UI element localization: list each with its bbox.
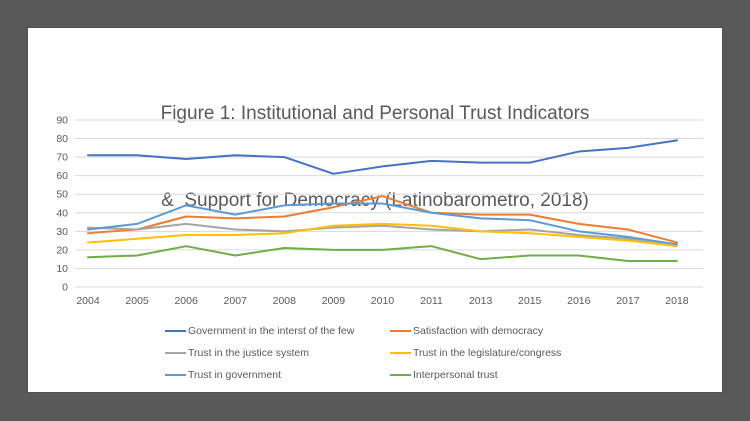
legend-item-trust-government: Trust in government: [165, 369, 390, 381]
chart-title-line2: & Support for Democracy (Latinobarometro…: [161, 190, 589, 211]
chart-plot: 0 10 20 30 40 50 60 70 80 90 2004 2005 2006 2007 2008 2…: [56, 115, 703, 307]
chart-legend: Government in the interst of the few Sat…: [165, 320, 561, 386]
legend-label: Satisfaction with democracy: [413, 325, 544, 337]
y-axis-tick-label: 90: [56, 115, 68, 127]
series-line-4: [87, 202, 678, 246]
y-axis-tick-label: 0: [62, 282, 68, 294]
legend-item-trust-justice: Trust in the justice system: [165, 347, 390, 359]
legend-item-satisfaction-democracy: Satisfaction with democracy: [390, 325, 561, 337]
x-axis-tick-label: 2009: [322, 295, 346, 307]
y-axis-tick-label: 10: [56, 263, 68, 275]
legend-line-swatch: [165, 352, 186, 354]
x-axis-tick-label: 2006: [174, 295, 198, 307]
chart-panel: Figure 1: Institutional and Personal Tru…: [28, 28, 722, 392]
y-axis-tick-label: 50: [56, 189, 68, 201]
y-axis-tick-label: 70: [56, 152, 68, 164]
legend-item-interpersonal-trust: Interpersonal trust: [390, 369, 561, 381]
legend-label: Trust in the justice system: [188, 347, 309, 359]
x-axis-tick-label: 2004: [76, 295, 100, 307]
series-line-3: [87, 222, 678, 248]
legend-item-government-few: Government in the interst of the few: [165, 325, 390, 337]
x-axis-tick-label: 2005: [125, 295, 149, 307]
x-axis-tick-label: 2007: [224, 295, 248, 307]
y-axis-tick-label: 60: [56, 170, 68, 182]
legend-label: Government in the interst of the few: [188, 325, 355, 337]
x-axis-tick-label: 2010: [371, 295, 395, 307]
y-axis-tick-label: 40: [56, 207, 68, 219]
series-line-2: [87, 222, 678, 248]
chart-title: Figure 1: Institutional and Personal Tru…: [28, 41, 722, 273]
legend-line-swatch: [390, 330, 411, 332]
legend-line-swatch: [390, 352, 411, 354]
legend-line-swatch: [165, 330, 186, 332]
y-axis-tick-label: 20: [56, 244, 68, 256]
series-line-0: [87, 139, 678, 175]
x-axis-tick-label: 2015: [518, 295, 542, 307]
x-axis-tick-label: 2018: [665, 295, 689, 307]
series-line-1: [87, 195, 678, 244]
legend-line-swatch: [390, 374, 411, 376]
y-axis-tick-label: 30: [56, 226, 68, 238]
x-axis-tick-label: 2011: [420, 295, 443, 307]
legend-item-trust-legislature: Trust in the legislature/congress: [390, 347, 561, 359]
y-axis-tick-label: 80: [56, 133, 68, 145]
chart-title-line1: Figure 1: Institutional and Personal Tru…: [160, 103, 590, 124]
legend-label: Trust in government: [188, 369, 281, 381]
x-axis-tick-label: 2008: [273, 295, 297, 307]
legend-line-swatch: [165, 374, 186, 376]
series-line-5: [87, 245, 678, 263]
x-axis-tick-label: 2017: [616, 295, 640, 307]
legend-label: Trust in the legislature/congress: [413, 347, 562, 359]
x-axis-tick-label: 2013: [469, 295, 493, 307]
x-axis-tick-label: 2016: [567, 295, 591, 307]
legend-label: Interpersonal trust: [413, 369, 498, 381]
